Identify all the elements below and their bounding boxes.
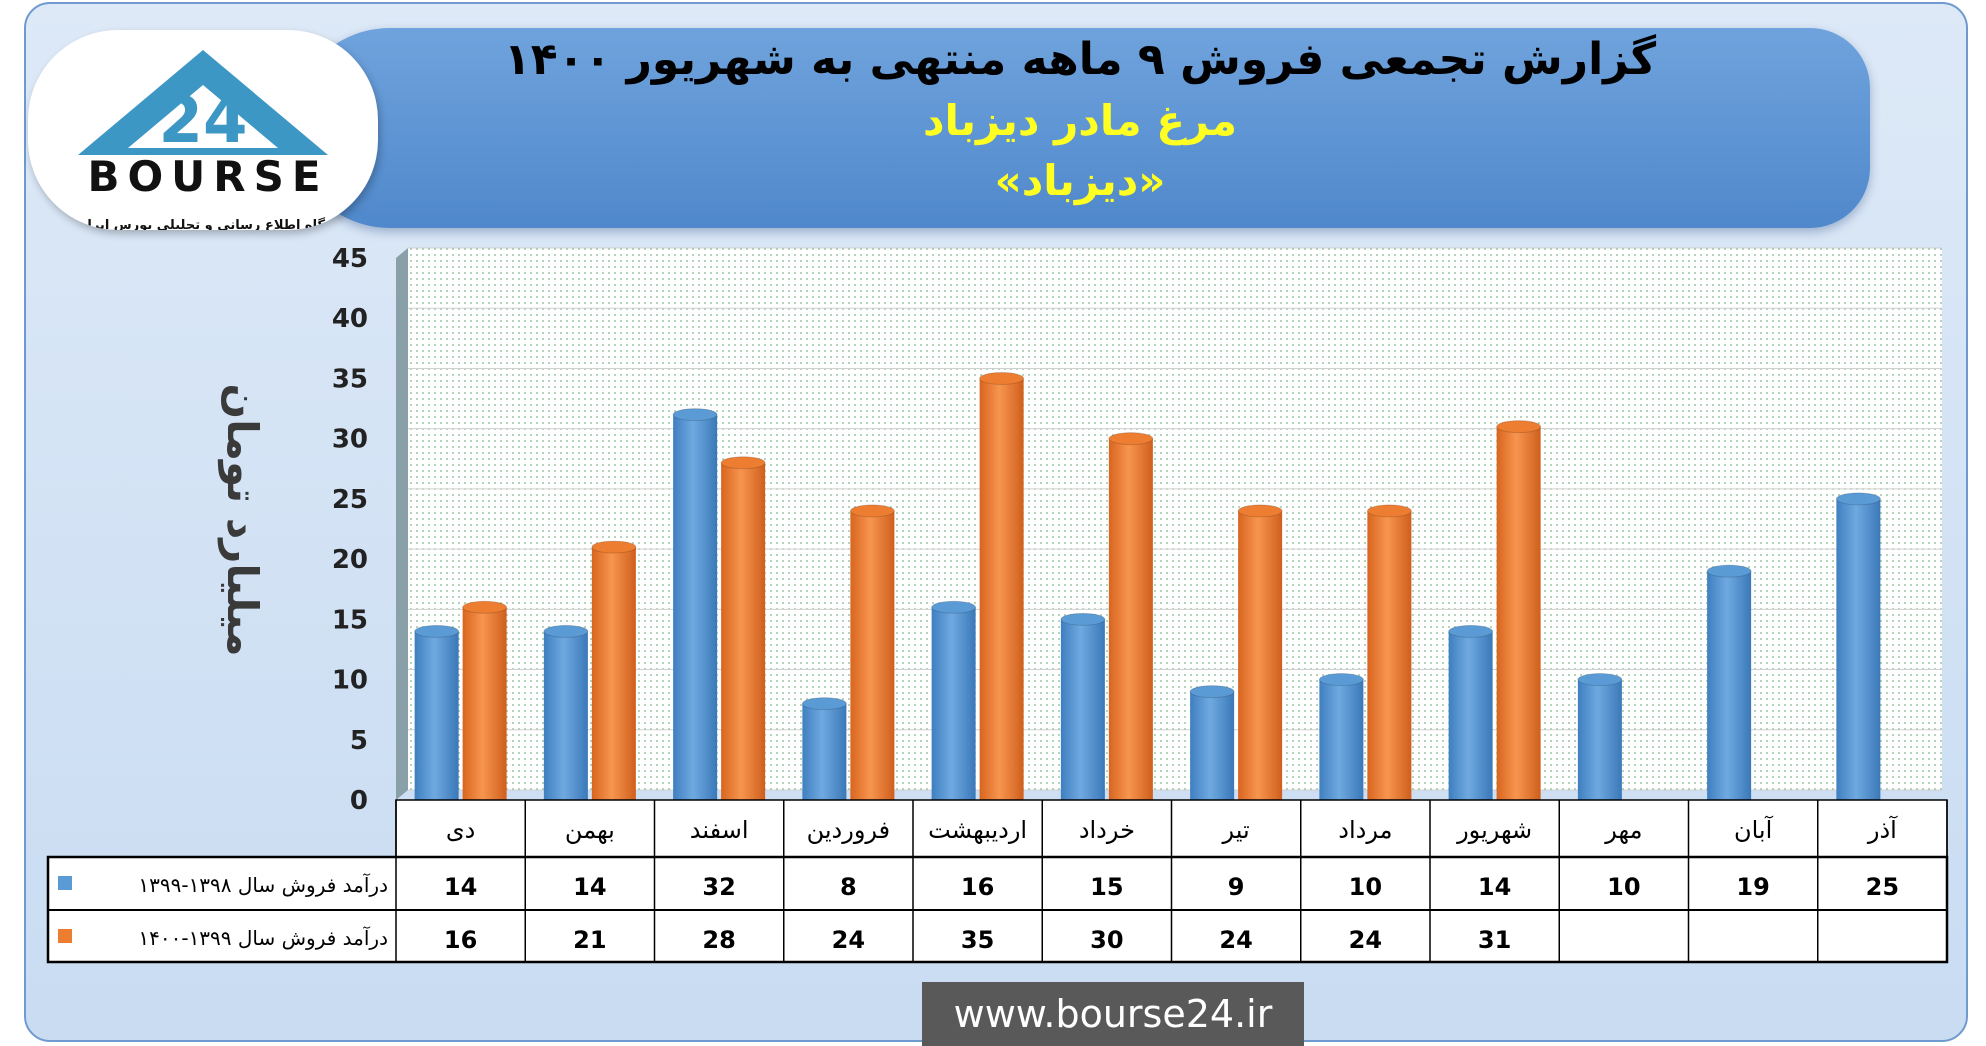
x-tick-label: آبان — [1734, 815, 1774, 844]
plot-area — [408, 248, 1942, 790]
logo-tagline: پایگاه اطلاع رسانی و تحلیلی بورس ایران — [76, 218, 340, 230]
bar — [849, 504, 895, 800]
y-tick-label: 30 — [332, 425, 368, 455]
bar — [720, 456, 766, 800]
y-tick-label: 15 — [332, 605, 368, 635]
y-tick-label: 10 — [332, 666, 368, 696]
bourse24-logo: 24 BOURSE پایگاه اطلاع رسانی و تحلیلی بو… — [28, 30, 378, 230]
bar — [1108, 432, 1154, 800]
bar — [462, 600, 508, 800]
data-label: 16 — [444, 926, 477, 954]
x-tick-label: شهریور — [1456, 816, 1532, 844]
legend-swatch — [58, 929, 72, 943]
legend-entry: درآمد فروش سال ۱۳۹۸-۱۳۹۹ — [138, 872, 388, 897]
ticker-symbol: «دیزباد» — [994, 156, 1166, 205]
x-tick-label: فروردین — [807, 816, 891, 844]
x-tick-label: آذر — [1867, 815, 1898, 844]
bar — [672, 408, 718, 800]
logo-triangle-icon: 24 — [78, 50, 328, 158]
data-label: 14 — [573, 873, 606, 901]
data-label: 14 — [1478, 873, 1511, 901]
bar — [1448, 624, 1494, 800]
y-tick-label: 35 — [332, 364, 368, 394]
y-axis-label: میلیارد تومان — [217, 383, 267, 656]
data-label: 30 — [1090, 926, 1123, 954]
data-label: 31 — [1478, 926, 1511, 954]
data-label: 21 — [573, 926, 606, 954]
x-tick-label: دی — [446, 816, 475, 844]
data-label: 8 — [840, 873, 857, 901]
bar — [979, 371, 1025, 800]
x-tick-label: مرداد — [1338, 816, 1392, 844]
legend-swatch — [58, 876, 72, 890]
bar — [1237, 504, 1283, 800]
y-tick-label: 5 — [350, 726, 368, 756]
data-label: 16 — [961, 873, 994, 901]
data-label: 15 — [1090, 873, 1123, 901]
data-label: 19 — [1736, 873, 1769, 901]
x-tick-label: اردیبهشت — [928, 816, 1027, 844]
logo-wordmark: BOURSE — [87, 152, 329, 201]
data-label: 24 — [1219, 926, 1252, 954]
y-tick-label: 20 — [332, 545, 368, 575]
data-label: 10 — [1349, 873, 1382, 901]
data-label: 35 — [961, 926, 994, 954]
data-label: 24 — [832, 926, 865, 954]
bar — [1318, 673, 1364, 800]
company-name: مرغ مادر دیزباد — [922, 96, 1238, 145]
data-label: 14 — [444, 873, 477, 901]
data-label: 28 — [702, 926, 735, 954]
chart-title: گزارش تجمعی فروش ۹ ماهه منتهی به شهریور … — [503, 34, 1657, 85]
plot-side-wall — [396, 248, 408, 800]
bar — [543, 624, 589, 800]
data-label: 24 — [1349, 926, 1382, 954]
data-label: 32 — [702, 873, 735, 901]
legend-entry: درآمد فروش سال ۱۳۹۹-۱۴۰۰ — [138, 925, 388, 950]
bar — [1189, 685, 1235, 800]
y-tick-label: 45 — [332, 244, 368, 274]
x-tick-label: بهمن — [565, 816, 615, 844]
bar — [1706, 564, 1752, 800]
bar — [1496, 420, 1542, 800]
y-tick-label: 40 — [332, 304, 368, 334]
data-label: 9 — [1228, 873, 1245, 901]
bar — [1060, 612, 1106, 800]
y-tick-label: 25 — [332, 485, 368, 515]
data-label: 25 — [1866, 873, 1899, 901]
bar — [1577, 673, 1623, 800]
title-banner — [290, 28, 1870, 228]
bar — [1366, 504, 1412, 800]
website-url: www.bourse24.ir — [922, 982, 1304, 1046]
x-tick-label: تیر — [1222, 816, 1250, 844]
svg-text:24: 24 — [158, 84, 247, 158]
bar — [801, 697, 847, 800]
data-label: 10 — [1607, 873, 1640, 901]
bar — [414, 624, 460, 800]
bar — [931, 600, 977, 800]
bar — [1835, 492, 1881, 800]
x-tick-label: اسفند — [690, 816, 749, 844]
y-tick-label: 0 — [350, 786, 368, 816]
bar — [591, 540, 637, 800]
x-tick-label: خرداد — [1079, 816, 1135, 844]
x-tick-label: مهر — [1604, 816, 1642, 844]
